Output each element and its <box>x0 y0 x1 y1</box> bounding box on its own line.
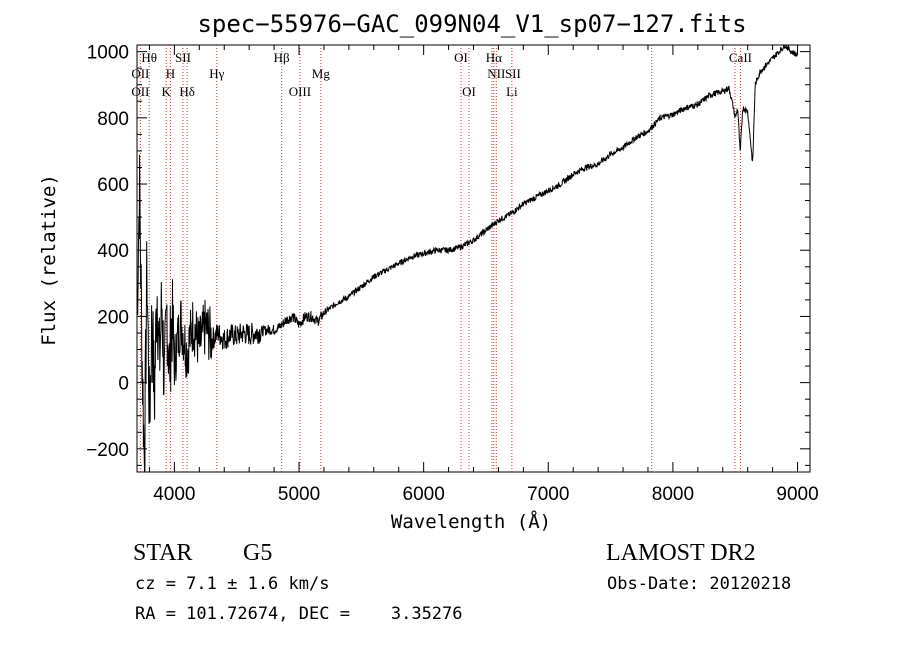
spectral-line-label: OI <box>454 50 468 65</box>
spectral-line-label: OI <box>462 84 476 99</box>
x-tick-label: 5000 <box>278 484 320 505</box>
y-tick-label: 0 <box>118 374 129 395</box>
y-tick-label: 200 <box>97 307 129 328</box>
spectral-line-label: K <box>161 84 171 99</box>
spectral-line-label: NII <box>487 66 505 81</box>
obs-date: Obs-Date: 20120218 <box>607 574 791 594</box>
survey-name: LAMOST DR2 <box>606 540 756 566</box>
spectral-line-label: Hγ <box>209 66 224 81</box>
y-tick-label: 800 <box>97 109 129 130</box>
x-axis-label: Wavelength (Å) <box>391 510 551 533</box>
spectral-line-label: Hβ <box>274 50 290 65</box>
spectral-line-label: Li <box>506 84 518 99</box>
object-subclass: G5 <box>243 540 272 566</box>
object-class: STAR <box>133 540 192 566</box>
spectral-line-label: Hδ <box>179 84 195 99</box>
redshift-cz: cz = 7.1 ± 1.6 km/s <box>135 574 329 594</box>
plot-frame <box>136 44 811 473</box>
spectral-line-label: Hα <box>486 50 502 65</box>
spectral-line-markers <box>139 45 741 472</box>
spectral-line-label: OIII <box>289 84 311 99</box>
spectral-line-label: OII <box>131 84 149 99</box>
axis-ticks: 4000 5000 6000 7000 8000 9000 −200 0 200 400 600 80… <box>86 43 818 505</box>
spectrum-series-line <box>136 44 798 473</box>
y-tick-label: 1000 <box>87 43 129 64</box>
x-tick-label: 6000 <box>403 484 445 505</box>
spectral-line-label: CaII <box>729 50 752 65</box>
chart-title: spec−55976−GAC_099N04_V1_sp07−127.fits <box>197 10 746 38</box>
y-tick-label: 400 <box>97 241 129 262</box>
y-axis-label: Flux (relative) <box>38 174 60 346</box>
x-tick-label: 7000 <box>527 484 569 505</box>
x-tick-label: 4000 <box>153 484 195 505</box>
spectral-line-label: SII <box>175 50 191 65</box>
spectral-line-label: SII <box>505 66 521 81</box>
y-tick-label: −200 <box>86 440 129 461</box>
spectral-line-label: H <box>166 66 175 81</box>
spectral-line-label: Hθ <box>141 50 157 65</box>
spectral-line-label: Mg <box>312 66 331 81</box>
spectral-line-label: OII <box>131 66 149 81</box>
x-tick-label: 9000 <box>776 484 818 505</box>
series-group <box>136 44 798 473</box>
y-tick-label: 600 <box>97 175 129 196</box>
ra-dec: RA = 101.72674, DEC = 3.35276 <box>135 604 463 624</box>
x-tick-label: 8000 <box>652 484 694 505</box>
